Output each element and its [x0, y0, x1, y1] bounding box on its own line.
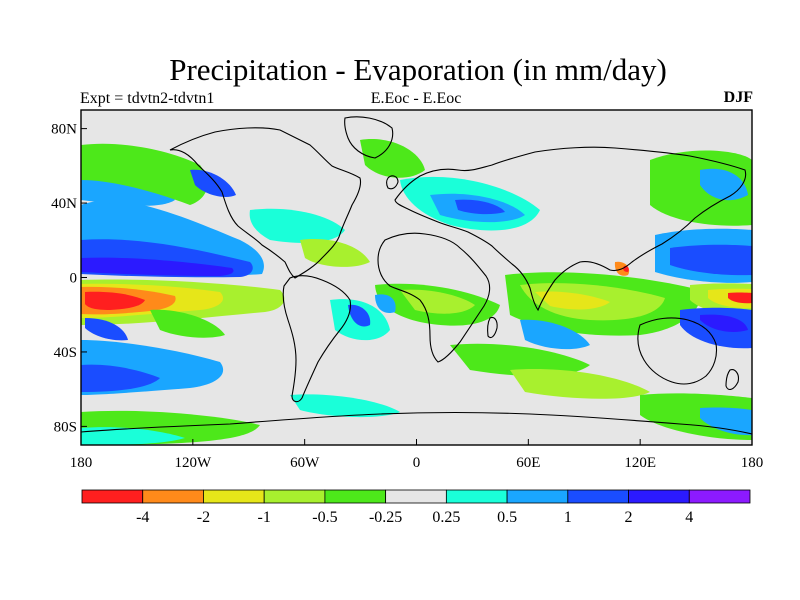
coastline-australia [637, 317, 718, 385]
lat-tick-label: 80S [54, 419, 77, 435]
field-region [81, 143, 208, 205]
field-region [290, 394, 400, 418]
lon-tick-label: 180 [70, 455, 93, 471]
lat-tick-label: 80N [51, 122, 77, 138]
colorbar-label: 4 [685, 509, 693, 526]
field-region [375, 294, 396, 314]
lat-tick-label: 40N [51, 196, 77, 212]
colorbar-label: -0.25 [369, 509, 402, 526]
coastline-north-america [169, 127, 362, 279]
field-region [81, 364, 160, 392]
coastline-antarctica [81, 411, 752, 435]
colorbar-label: -1 [258, 509, 271, 526]
field-region [85, 291, 145, 310]
colorbar-swatch [81, 489, 144, 504]
field-region [81, 257, 234, 276]
field-region [190, 169, 236, 197]
colorbar-swatch [324, 489, 387, 504]
field-region [450, 343, 590, 377]
colorbar-swatch [628, 489, 690, 504]
lon-tick-label: 60E [516, 455, 540, 471]
field-region [400, 289, 475, 314]
coastline-africa [377, 232, 491, 363]
field-region [510, 369, 650, 399]
chart-title: Precipitation - Evaporation (in mm/day) [169, 52, 667, 87]
season-label: DJF [723, 89, 753, 106]
lon-tick-label: 180 [741, 455, 764, 471]
colorbar-label: -0.5 [312, 509, 337, 526]
coastline-greenland [344, 116, 394, 159]
field-region [81, 427, 185, 445]
experiment-label: Expt = tdvtn2-tdvtn1 [80, 90, 215, 107]
coastline-new-zealand [725, 369, 739, 391]
lon-tick-label: 0 [413, 455, 421, 471]
field-region [348, 304, 371, 327]
colorbar-swatch [688, 489, 751, 504]
colorbar-label: -2 [197, 509, 210, 526]
field-region [520, 319, 590, 350]
colorbar-swatch [142, 489, 204, 504]
field-region [249, 208, 345, 243]
colorbar-label: 0.5 [497, 509, 517, 526]
field-region [700, 407, 752, 436]
lon-tick-label: 120W [174, 455, 212, 471]
field-region [360, 139, 425, 178]
field-region [85, 318, 128, 341]
colorbar: -4 -2 -1 -0.5 -0.25 0.25 0.5 1 2 4 [81, 489, 751, 526]
colorbar-swatch [385, 489, 447, 504]
lat-tick-label: 0 [70, 271, 78, 287]
field-region [728, 292, 752, 304]
field-region [650, 150, 752, 226]
lon-tick-label: 120E [624, 455, 656, 471]
coastline-eurasia [394, 146, 747, 312]
colorbar-label: 1 [564, 509, 572, 526]
coastline-madagascar [487, 316, 498, 339]
lon-tick-label: 60W [290, 455, 320, 471]
colorbar-swatch [567, 489, 629, 504]
field-region [700, 314, 748, 332]
colorbar-swatch [445, 489, 508, 504]
colorbar-label: 2 [625, 509, 633, 526]
colorbar-label: -4 [136, 509, 149, 526]
colorbar-swatch [263, 489, 326, 504]
field-region [535, 291, 610, 310]
colorbar-label: 0.25 [432, 509, 460, 526]
field-region [455, 199, 505, 215]
coastline-south-america [282, 275, 352, 403]
case-label: E.Eoc - E.Eoc [370, 90, 462, 107]
field-region [150, 309, 225, 338]
coastlines [81, 116, 752, 435]
colorbar-swatch [203, 489, 265, 504]
colorbar-swatch [506, 489, 569, 504]
field-region [670, 244, 752, 276]
lat-tick-label: 40S [54, 345, 77, 361]
latitude-axis: 80N 40N 0 40S 80S [51, 122, 87, 435]
pe-field [81, 139, 752, 445]
coastline-uk [385, 175, 399, 190]
field-region [300, 239, 370, 267]
longitude-axis: 180 120W 60W 0 60E 120E 180 [70, 439, 764, 471]
